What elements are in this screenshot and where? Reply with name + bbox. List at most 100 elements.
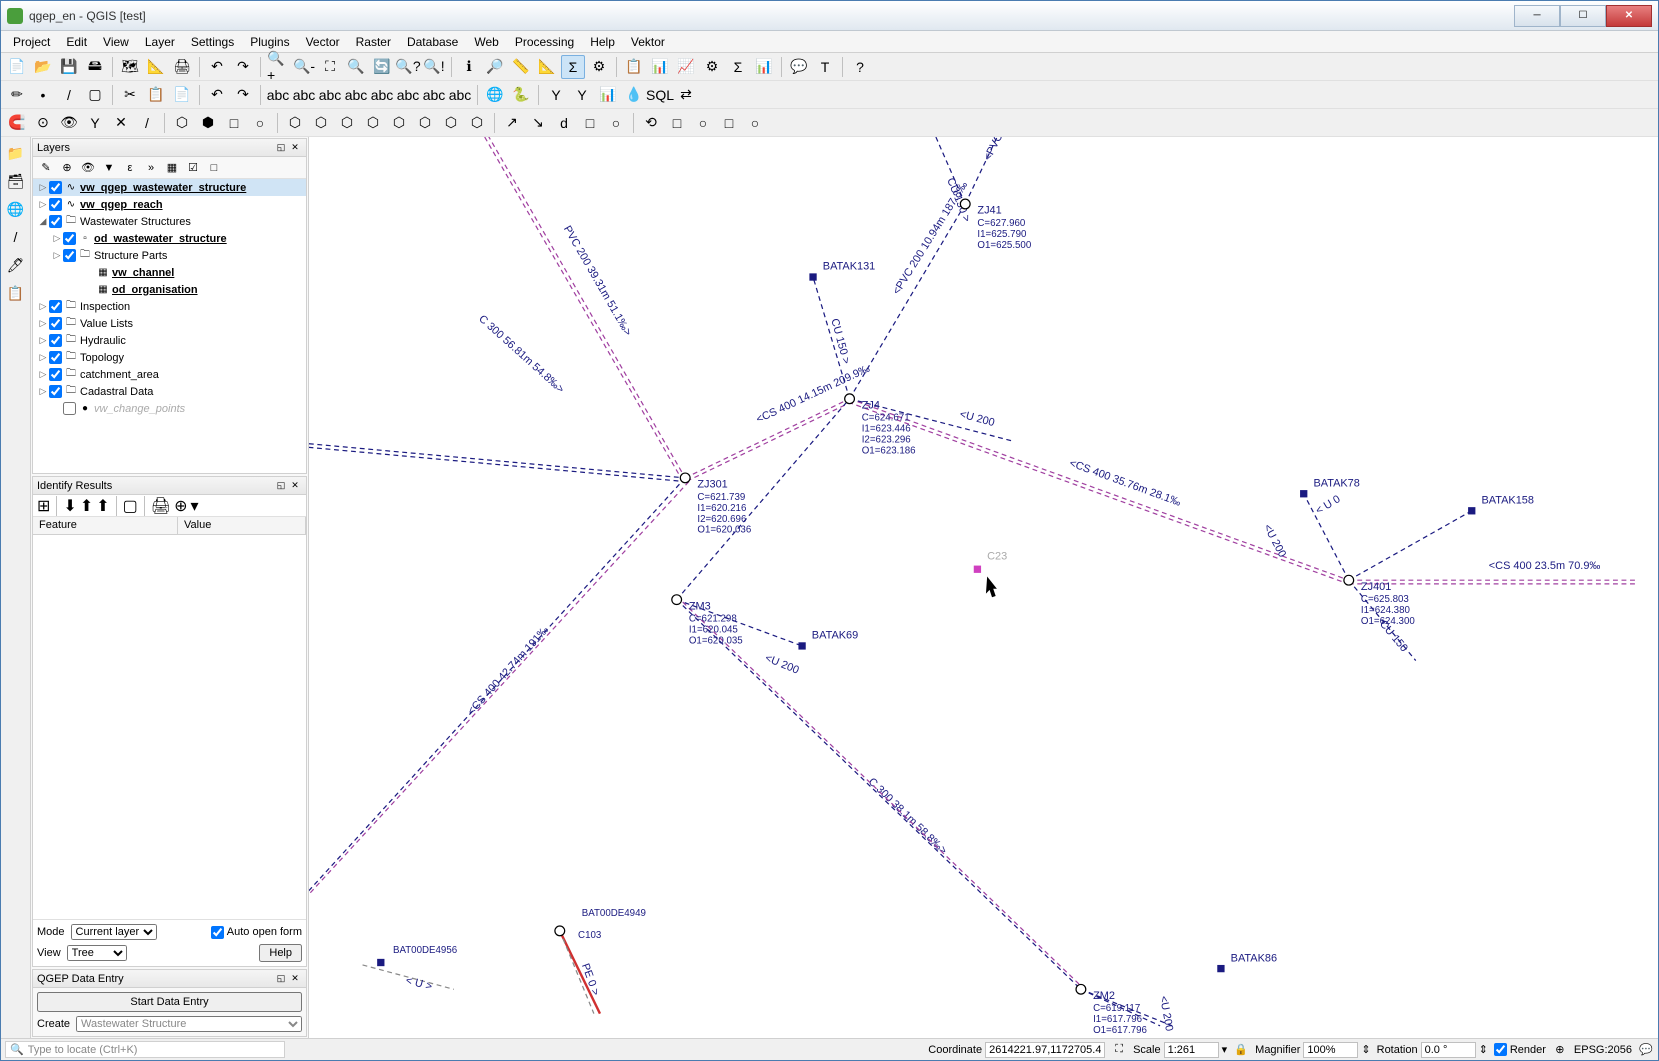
menu-plugins[interactable]: Plugins bbox=[242, 33, 297, 51]
toolbar-button[interactable]: 🔍 bbox=[344, 55, 368, 79]
toolbar-button[interactable]: 📋 bbox=[144, 83, 168, 107]
layer-row[interactable]: ▷∿vw_qgep_wastewater_structure bbox=[33, 179, 306, 196]
layers-tb-button[interactable]: ▦ bbox=[163, 159, 181, 177]
layer-tree[interactable]: ▷∿vw_qgep_wastewater_structure▷∿vw_qgep_… bbox=[33, 179, 306, 473]
toolbar-button[interactable]: ✕ bbox=[109, 111, 133, 135]
toolbar-button[interactable]: 👁 bbox=[57, 111, 81, 135]
toolbar-button[interactable]: 🔍+ bbox=[266, 55, 290, 79]
toolbar-button[interactable]: • bbox=[31, 83, 55, 107]
layers-tb-button[interactable]: ▼ bbox=[100, 159, 118, 177]
toolbar-button[interactable]: ○ bbox=[604, 111, 628, 135]
layer-visibility-checkbox[interactable] bbox=[63, 249, 76, 262]
toolbar-button[interactable]: 📊 bbox=[648, 55, 672, 79]
layers-close-button[interactable]: ✕ bbox=[288, 141, 302, 155]
dock-button[interactable]: 📁 bbox=[4, 141, 28, 165]
layer-row[interactable]: ▷🗀Cadastral Data bbox=[33, 383, 306, 400]
toolbar-button[interactable]: ⬡ bbox=[283, 111, 307, 135]
toolbar-button[interactable]: Y bbox=[544, 83, 568, 107]
toolbar-button[interactable]: T bbox=[813, 55, 837, 79]
layer-row[interactable]: ▦od_organisation bbox=[33, 281, 306, 298]
identify-col-feature[interactable]: Feature bbox=[33, 517, 178, 534]
layers-tb-button[interactable]: ε bbox=[121, 159, 139, 177]
layer-visibility-checkbox[interactable] bbox=[49, 198, 62, 211]
rotation-spinner-icon[interactable]: ⇕ bbox=[1479, 1043, 1488, 1056]
identify-tb-button[interactable]: ⊕ bbox=[174, 496, 187, 516]
dock-button[interactable]: 🗃 bbox=[4, 169, 28, 193]
toolbar-button[interactable]: / bbox=[57, 83, 81, 107]
toolbar-button[interactable]: abc bbox=[370, 83, 394, 107]
close-button[interactable]: ✕ bbox=[1606, 5, 1652, 27]
identify-tb-button[interactable]: ⬇ bbox=[63, 496, 76, 516]
toolbar-button[interactable]: abc bbox=[396, 83, 420, 107]
toolbar-button[interactable]: 🖴 bbox=[83, 55, 107, 79]
toolbar-button[interactable]: abc bbox=[318, 83, 342, 107]
toolbar-button[interactable]: ⛶ bbox=[318, 55, 342, 79]
toolbar-button[interactable]: ⬢ bbox=[196, 111, 220, 135]
identify-help-button[interactable]: Help bbox=[259, 944, 302, 962]
layers-tb-button[interactable]: □ bbox=[205, 159, 223, 177]
layer-row[interactable]: ●vw_change_points bbox=[33, 400, 306, 417]
toolbar-button[interactable]: abc bbox=[344, 83, 368, 107]
layer-visibility-checkbox[interactable] bbox=[49, 351, 62, 364]
dock-button[interactable]: 📋 bbox=[4, 281, 28, 305]
layer-visibility-checkbox[interactable] bbox=[63, 402, 76, 415]
toolbar-button[interactable]: 💬 bbox=[787, 55, 811, 79]
layers-tb-button[interactable]: ⊕ bbox=[58, 159, 76, 177]
layer-visibility-checkbox[interactable] bbox=[49, 181, 62, 194]
qgep-undock-button[interactable]: ◱ bbox=[274, 972, 288, 986]
epsg-label[interactable]: EPSG:2056 bbox=[1574, 1044, 1632, 1056]
toolbar-button[interactable]: 💧 bbox=[622, 83, 646, 107]
toolbar-button[interactable]: 📏 bbox=[509, 55, 533, 79]
toolbar-button[interactable]: ⇄ bbox=[674, 83, 698, 107]
toolbar-button[interactable]: ↷ bbox=[231, 83, 255, 107]
toolbar-button[interactable]: 🐍 bbox=[509, 83, 533, 107]
identify-close-button[interactable]: ✕ bbox=[288, 479, 302, 493]
identify-tb-button[interactable]: ▾ bbox=[190, 496, 198, 516]
toolbar-button[interactable]: ✏ bbox=[5, 83, 29, 107]
toolbar-button[interactable]: 🧲 bbox=[5, 111, 29, 135]
layer-row[interactable]: ▷🗀Topology bbox=[33, 349, 306, 366]
layers-undock-button[interactable]: ◱ bbox=[274, 141, 288, 155]
minimize-button[interactable]: ─ bbox=[1514, 5, 1560, 27]
render-checkbox[interactable] bbox=[1494, 1043, 1507, 1056]
identify-undock-button[interactable]: ◱ bbox=[274, 479, 288, 493]
toolbar-button[interactable]: □ bbox=[578, 111, 602, 135]
crs-icon[interactable]: ⊕ bbox=[1552, 1042, 1568, 1058]
layer-row[interactable]: ▷🗀Value Lists bbox=[33, 315, 306, 332]
locator-input[interactable]: 🔍 Type to locate (Ctrl+K) bbox=[5, 1041, 285, 1058]
qgep-close-button[interactable]: ✕ bbox=[288, 972, 302, 986]
layer-visibility-checkbox[interactable] bbox=[49, 334, 62, 347]
toolbar-button[interactable]: Σ bbox=[561, 55, 585, 79]
layer-row[interactable]: ▷∿vw_qgep_reach bbox=[33, 196, 306, 213]
layers-tb-button[interactable]: 👁 bbox=[79, 159, 97, 177]
toolbar-button[interactable]: 🗺 bbox=[118, 55, 142, 79]
toolbar-button[interactable]: 🔍! bbox=[422, 55, 446, 79]
layers-tb-button[interactable]: ☑ bbox=[184, 159, 202, 177]
identify-tb-button[interactable]: ⬆ bbox=[80, 496, 93, 516]
toolbar-button[interactable]: 🖨 bbox=[170, 55, 194, 79]
toolbar-button[interactable]: 📐 bbox=[144, 55, 168, 79]
toolbar-button[interactable]: ○ bbox=[691, 111, 715, 135]
toolbar-button[interactable]: ↶ bbox=[205, 83, 229, 107]
toolbar-button[interactable]: ⬡ bbox=[413, 111, 437, 135]
toolbar-button[interactable]: ⬡ bbox=[387, 111, 411, 135]
lock-icon[interactable]: 🔒 bbox=[1233, 1042, 1249, 1058]
magnifier-spinner-icon[interactable]: ⇕ bbox=[1361, 1043, 1370, 1056]
toolbar-button[interactable]: Y bbox=[83, 111, 107, 135]
dock-button[interactable]: 🌐 bbox=[4, 197, 28, 221]
toolbar-button[interactable]: ▢ bbox=[83, 83, 107, 107]
toolbar-button[interactable]: 🔍? bbox=[396, 55, 420, 79]
toolbar-button[interactable]: 💾 bbox=[57, 55, 81, 79]
toolbar-button[interactable]: ⚙ bbox=[700, 55, 724, 79]
map-canvas[interactable]: C 300 56.81m 54.8‰>PVC 200 39.31m 51.1‰>… bbox=[309, 137, 1658, 1038]
layer-row[interactable]: ▷🗀Structure Parts bbox=[33, 247, 306, 264]
menu-vektor[interactable]: Vektor bbox=[623, 33, 673, 51]
layer-row[interactable]: ▷🗀Hydraulic bbox=[33, 332, 306, 349]
toolbar-button[interactable]: ⊙ bbox=[31, 111, 55, 135]
toolbar-button[interactable]: ↶ bbox=[205, 55, 229, 79]
magnifier-value[interactable] bbox=[1303, 1042, 1358, 1058]
toolbar-button[interactable]: ⬡ bbox=[361, 111, 385, 135]
layer-row[interactable]: ▷▫od_wastewater_structure bbox=[33, 230, 306, 247]
menu-help[interactable]: Help bbox=[582, 33, 623, 51]
toolbar-button[interactable]: 📐 bbox=[535, 55, 559, 79]
